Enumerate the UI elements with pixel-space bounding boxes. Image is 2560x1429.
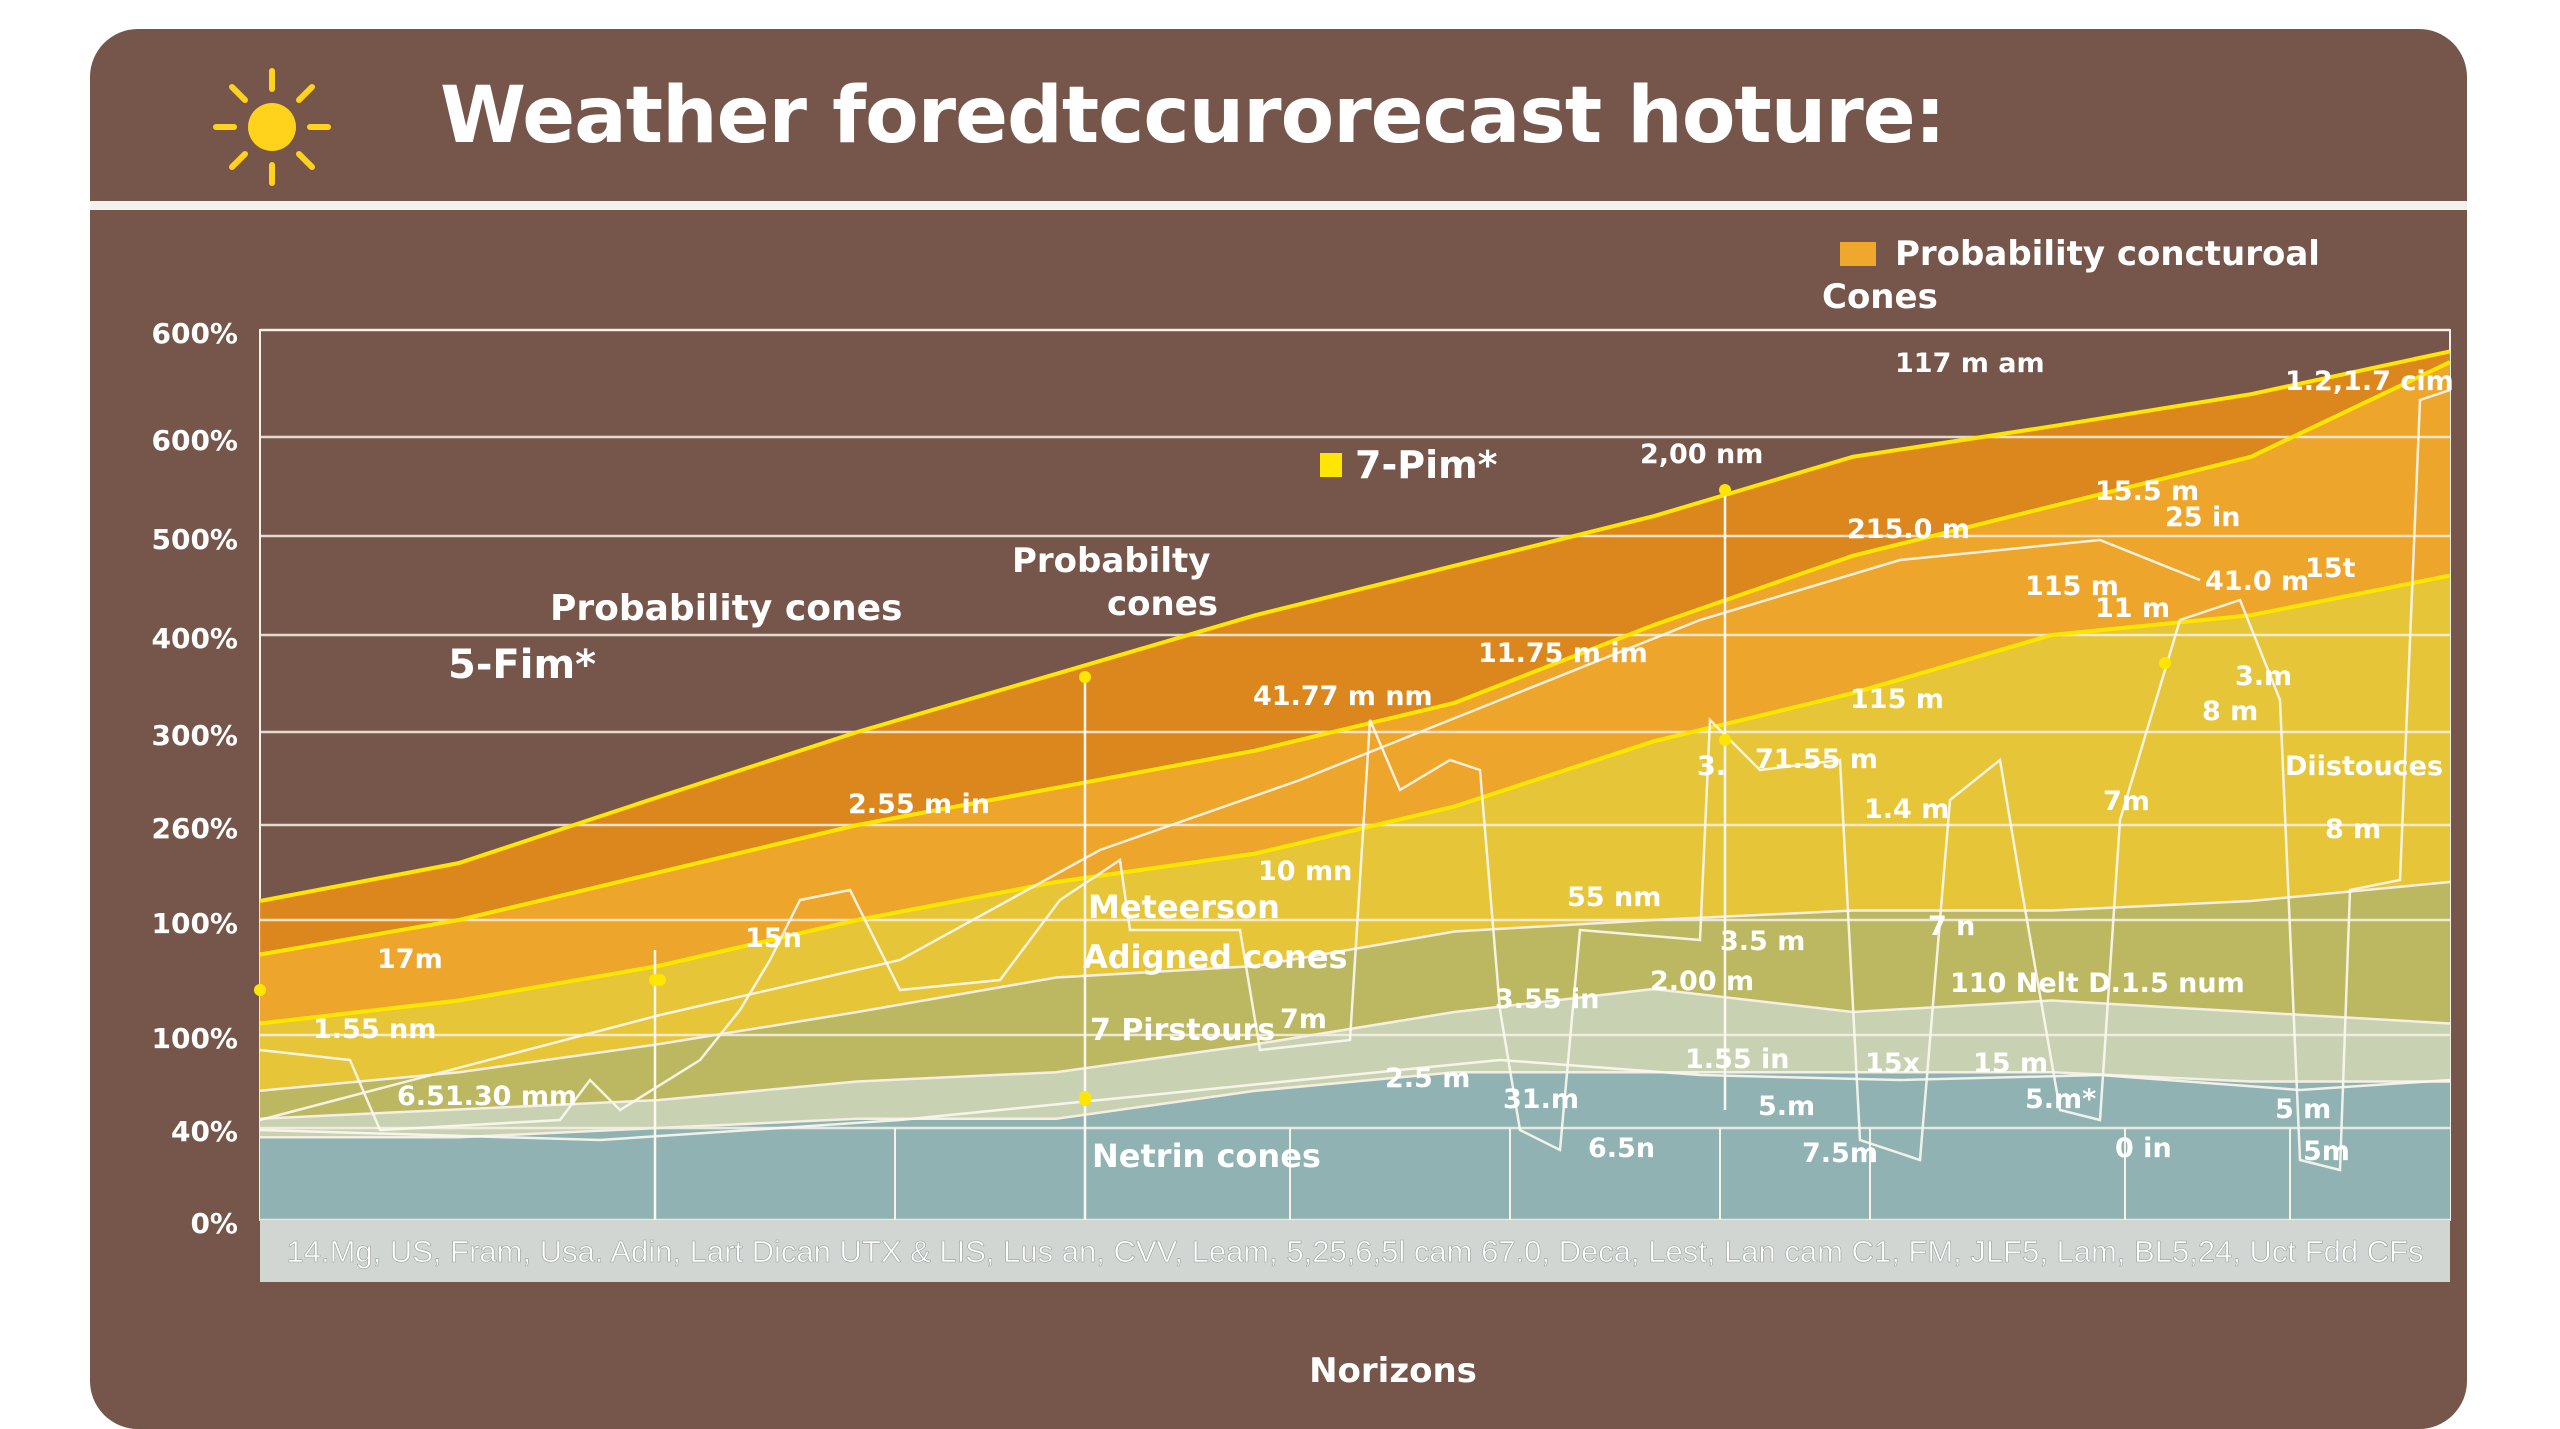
trace-line-1	[259, 1058, 2451, 1142]
annotation-label: 1.4 m	[1864, 794, 1949, 825]
annotation-label: 115 m	[1850, 684, 1944, 715]
y-tick-label: 0%	[190, 1207, 238, 1240]
annotation-label: 7-Pim*	[1355, 443, 1498, 487]
series-point	[254, 984, 266, 996]
annotation-label: 10 mn	[1258, 856, 1352, 887]
y-tick-label: 500%	[151, 523, 238, 556]
x-axis-label: Norizons	[1309, 1351, 1477, 1391]
annotation-label: 2.5 m	[1385, 1063, 1470, 1094]
annotation-label: 3.m	[2235, 661, 2292, 692]
annotation-label: 25 in	[2165, 502, 2240, 533]
series-point	[1079, 1094, 1091, 1106]
annotation-label: 41.0 m	[2205, 566, 2309, 597]
x-axis-strip	[260, 1220, 2450, 1282]
y-tick-label: 100%	[151, 1022, 238, 1055]
annotation-label: 11.75 m im	[1478, 638, 1648, 669]
annotation-label: 0 in	[2115, 1133, 2172, 1164]
annotation-label: 215.0 m	[1847, 514, 1970, 545]
annotation-label: 5-Fim*	[448, 642, 596, 688]
annotation-label: 7m	[1280, 1004, 1327, 1035]
y-tick-label: 40%	[171, 1115, 238, 1148]
annotation-label: 2,00 nm	[1640, 439, 1763, 470]
annotation-label: 5 m	[2275, 1094, 2331, 1125]
title-divider	[90, 201, 2467, 210]
y-tick-label: 300%	[151, 719, 238, 752]
annotation-label: 5.m*	[2025, 1084, 2096, 1115]
annotation-label: 15x	[1865, 1048, 1920, 1079]
annotation-label: 15t	[2305, 553, 2356, 584]
trace-line-0	[259, 388, 2451, 1172]
annotation-label: cones	[1107, 584, 1218, 624]
annotation-label: 17m	[377, 944, 443, 975]
series-point	[2159, 657, 2171, 669]
annotation-label: 71.55 m	[1755, 744, 1878, 775]
annotation-label: Meteerson	[1088, 888, 1280, 926]
annotation-label: 3.	[1697, 751, 1726, 782]
trace-line-2	[259, 538, 2201, 1122]
sun-icon	[213, 68, 331, 186]
marker-dot	[1079, 671, 1091, 683]
annotation-label: 15n	[745, 923, 802, 954]
annotation-label: Probability cones	[550, 588, 902, 629]
annotation-label: 5m	[2303, 1136, 2350, 1167]
annotation-label: 7m	[2103, 786, 2150, 817]
annotation-label: Adigned cones	[1083, 938, 1348, 976]
annotation-label: 2.55 m in	[848, 789, 990, 820]
series-line-2	[259, 573, 2451, 1026]
annotation-label: 3.55 in	[1495, 984, 1600, 1015]
y-tick-label: 600%	[151, 424, 238, 457]
legend-entry: Probability concturoal	[1895, 234, 2320, 274]
title-bar: Weather foredtccurorecast hoture:	[90, 29, 2467, 201]
annotation-label: 55 nm	[1567, 882, 1661, 913]
x-tick-labels: 14.Mg, US, Fram, Usa. Adin, Lart Dican U…	[286, 1234, 2423, 1269]
annotation-label: 8 m	[2202, 696, 2258, 727]
annotation-label: 3.5 m	[1720, 926, 1805, 957]
annotation-label: 6.5n	[1588, 1133, 1655, 1164]
y-tick-label: 600%	[151, 317, 238, 350]
annotation-label: 8 m	[2325, 814, 2381, 845]
annotation-label: 2.00 m	[1650, 966, 1754, 997]
marker-dot	[1719, 484, 1731, 496]
annotation-label: 7 n	[1928, 911, 1975, 942]
annotation-marker	[1320, 453, 1342, 477]
annotation-label: 5.m	[1758, 1091, 1815, 1122]
series-point	[1719, 734, 1731, 746]
legend-swatch	[1840, 242, 1876, 266]
annotation-label: Probabilty	[1012, 541, 1210, 581]
annotation-label: 7.5m	[1802, 1138, 1878, 1169]
cone-band-5	[260, 1072, 2450, 1220]
annotation-label: 115 m	[2025, 571, 2119, 602]
annotation-label: Netrin cones	[1092, 1137, 1321, 1175]
annotation-label: 110 Nelt D.1.5 num	[1950, 968, 2245, 999]
y-tick-label: 260%	[151, 812, 238, 845]
annotation-label: 7 Pirstours	[1090, 1013, 1275, 1048]
y-tick-label: 400%	[151, 622, 238, 655]
series-line-0	[259, 349, 2451, 903]
series-line-5	[260, 1070, 2450, 1139]
annotation-label: 1.55 in	[1685, 1044, 1790, 1075]
annotation-label: 41.77 m nm	[1253, 681, 1433, 712]
annotation-label: 117 m am	[1895, 348, 2045, 379]
series-line-4	[259, 987, 2451, 1120]
annotation-label: 31.m	[1503, 1084, 1579, 1115]
annotation-label: 1.55 nm	[313, 1014, 436, 1045]
series-line-1	[259, 360, 2451, 957]
annotation-label: 1.2,1.7 cim	[2285, 366, 2454, 397]
y-tick-label: 100%	[151, 907, 238, 940]
annotation-label: 6.51.30 mm	[397, 1081, 577, 1112]
legend-entry: Cones	[1822, 277, 1938, 317]
annotation-label: 11 m	[2095, 593, 2170, 624]
annotation-label: 15.5 m	[2095, 476, 2199, 507]
annotation-label: 15 m	[1973, 1048, 2048, 1079]
chart-title: Weather foredtccurorecast hoture:	[440, 71, 1946, 161]
annotation-label: Diistouces	[2285, 751, 2443, 782]
series-point	[649, 974, 661, 986]
